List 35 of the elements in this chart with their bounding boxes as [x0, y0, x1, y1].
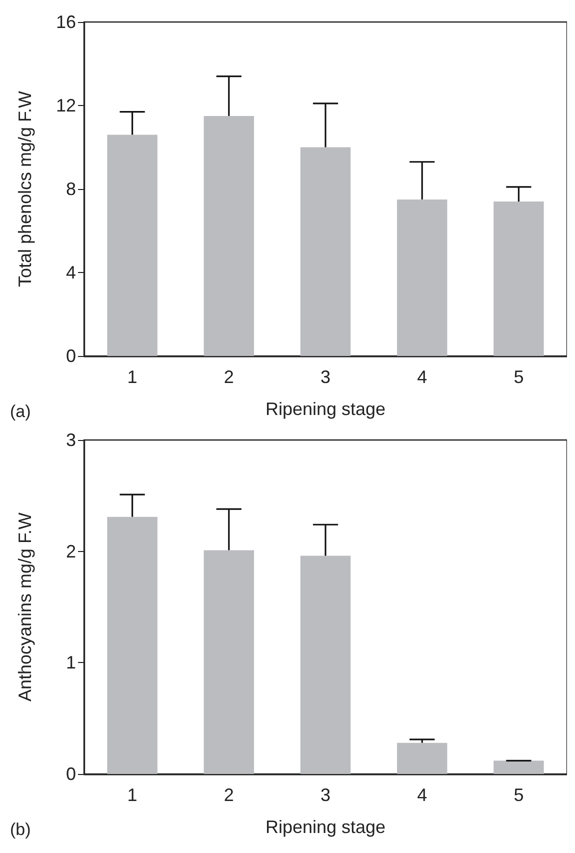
- y-tick-label: 12: [56, 96, 76, 116]
- bar: [396, 742, 448, 774]
- text: (b): [10, 820, 31, 839]
- x-tick-label: 3: [320, 785, 331, 805]
- y-tick-label: 1: [66, 652, 76, 673]
- x-tick-label: 4: [417, 785, 428, 805]
- y-tick-label: 0: [66, 764, 76, 784]
- bar: [396, 199, 448, 356]
- bar: [300, 556, 351, 774]
- y-tick-label: 8: [66, 179, 76, 199]
- y-tick-label: 2: [66, 541, 76, 562]
- y-tick-label: 16: [56, 12, 76, 32]
- x-tick-label: 5: [514, 367, 524, 387]
- x-tick-label: 1: [127, 785, 138, 805]
- x-tick-label: 2: [224, 785, 234, 805]
- bar: [204, 550, 254, 774]
- bar: [494, 760, 544, 774]
- y-tick-label: 4: [66, 262, 76, 282]
- x-tick-label: 5: [514, 785, 524, 805]
- bar: [300, 147, 351, 356]
- x-axis-title: Ripening stage: [265, 817, 386, 837]
- y-tick-label: 3: [66, 430, 76, 450]
- bar: [204, 116, 254, 356]
- x-tick-label: 1: [127, 367, 138, 387]
- x-tick-label: 4: [417, 367, 428, 387]
- text: (a): [10, 402, 31, 421]
- bar: [494, 202, 544, 356]
- y-tick-label: 0: [66, 346, 76, 366]
- bar: [107, 134, 158, 356]
- x-tick-label: 3: [320, 367, 331, 387]
- y-axis-title: Total phenolcs mg/g F.W: [15, 90, 35, 288]
- y-axis-title: Anthocyanins mg/g F.W: [15, 512, 35, 702]
- x-axis-title: Ripening stage: [265, 399, 386, 419]
- x-tick-label: 2: [224, 367, 234, 387]
- bar: [107, 516, 158, 774]
